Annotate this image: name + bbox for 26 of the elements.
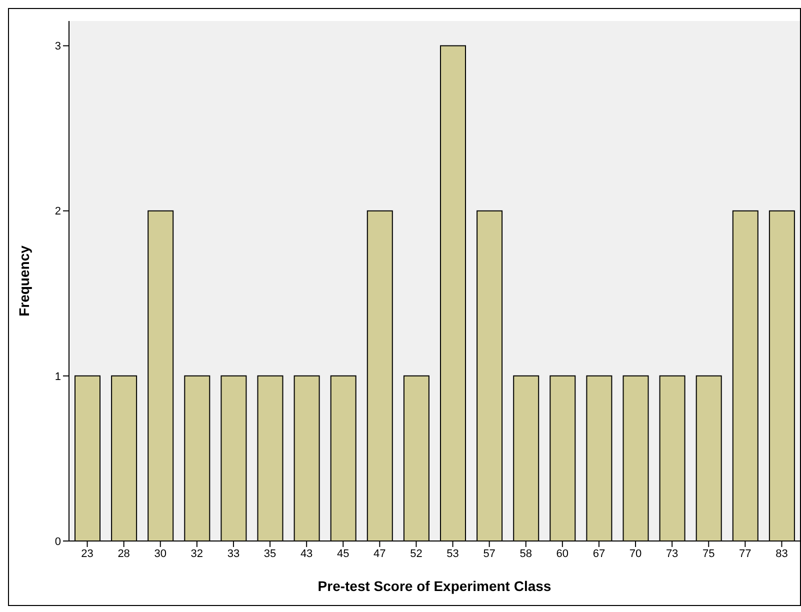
y-axis-title: Frequency <box>16 245 32 316</box>
x-tick-label: 28 <box>118 548 130 560</box>
x-tick-label: 73 <box>666 548 678 560</box>
x-tick-label: 57 <box>483 548 496 560</box>
x-tick-label: 33 <box>227 548 240 560</box>
x-tick-label: 45 <box>337 548 350 560</box>
x-tick-label: 43 <box>300 548 313 560</box>
x-tick-label: 77 <box>739 548 752 560</box>
x-tick-label: 52 <box>410 548 422 560</box>
x-axis-title: Pre-test Score of Experiment Class <box>318 578 552 594</box>
x-tick-label: 53 <box>446 548 459 560</box>
x-tick-label: 60 <box>556 548 569 560</box>
x-tick-label: 23 <box>81 548 94 560</box>
y-tick-label: 2 <box>54 206 61 218</box>
x-tick-label: 70 <box>629 548 642 560</box>
x-tick-label: 47 <box>374 548 386 560</box>
y-tick-label: 0 <box>54 536 61 548</box>
x-tick-label: 83 <box>776 548 788 560</box>
x-tick-label: 58 <box>520 548 532 560</box>
y-tick-label: 3 <box>54 40 61 53</box>
x-tick-label: 75 <box>702 548 715 560</box>
x-tick-label: 30 <box>154 548 166 560</box>
x-tick-label: 35 <box>264 548 276 560</box>
y-tick-label: 1 <box>54 370 61 383</box>
x-tick-label: 67 <box>592 548 606 560</box>
x-tick-label: 32 <box>190 548 204 560</box>
